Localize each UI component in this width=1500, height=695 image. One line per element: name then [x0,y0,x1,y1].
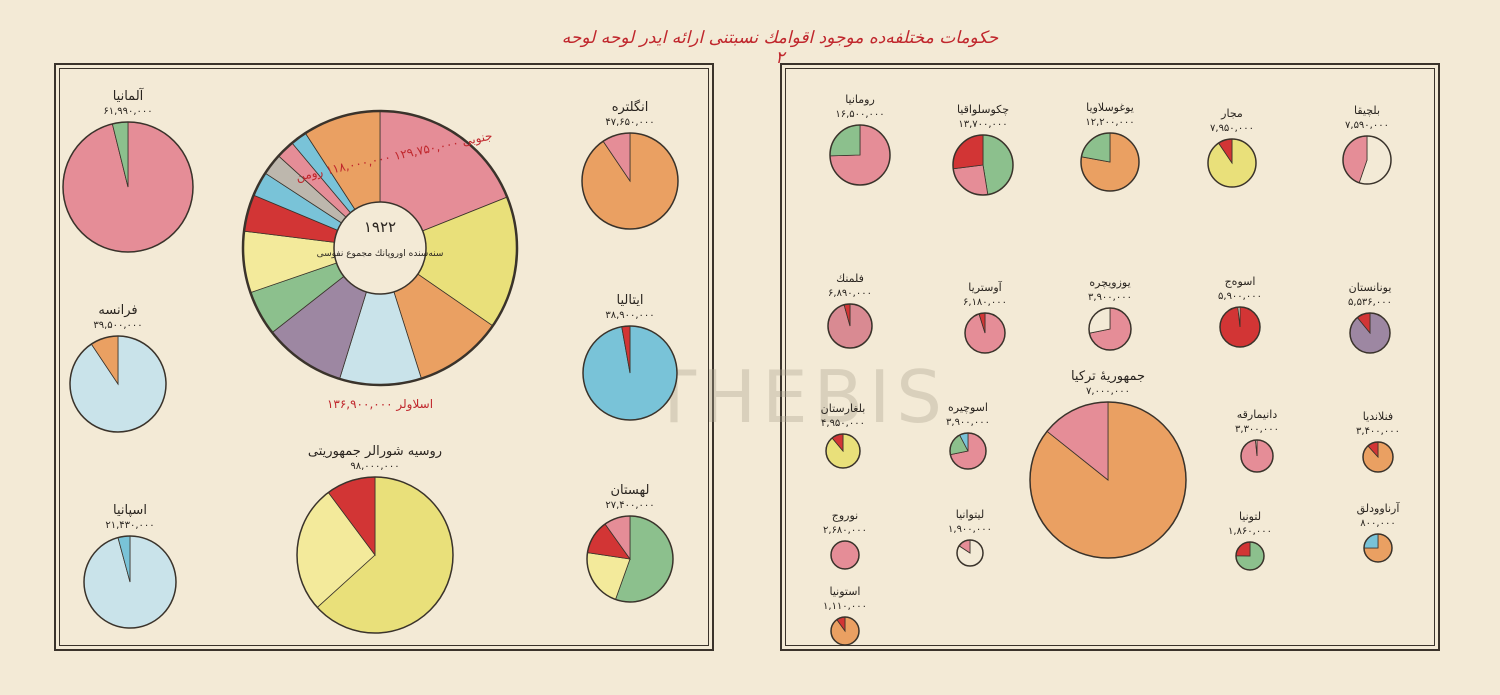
pie-total: ۳,۴۰۰,۰۰۰ [1356,426,1400,437]
pie-outline [69,335,167,433]
pie-title: یوغوسلاویا [1086,101,1134,114]
pie-title: آلمانیا [113,87,145,104]
pie-total: ۴,۹۵۰,۰۰۰ [821,418,865,429]
pie-total: ۱۶,۵۰۰,۰۰۰ [835,109,884,120]
center-year: ۱۹۲۲ [364,218,396,236]
pie-total: ۱,۱۱۰,۰۰۰ [823,601,867,612]
pie-title: لهستان [611,483,650,498]
pie-title: آرناوودلق [1357,501,1401,516]
pie-title: یوزویچره [1089,276,1130,289]
pie-outline [586,515,674,603]
pie-total: ۱,۹۰۰,۰۰۰ [948,524,992,535]
pie-total: ۳۸,۹۰۰,۰۰۰ [605,310,654,321]
pie-outline [827,303,873,349]
pie-total: ۷,۵۹۰,۰۰۰ [1345,120,1389,131]
pie-total: ۲۷,۴۰۰,۰۰۰ [605,500,654,511]
pie-total: ۲,۶۸۰,۰۰۰ [823,525,867,536]
pie-title: روسیه شورالر جمهوریتی [308,444,442,459]
center-caption: سنه‌سنده اوروپانك مجموع نفوسی [317,249,444,259]
pie-total: ۷,۹۵۰,۰۰۰ [1210,123,1254,134]
pie-outline [1088,307,1132,351]
pie-title: رومانیا [845,93,875,106]
pie-title: فرانسه [98,303,137,318]
pie-title: اسپانیا [113,503,147,518]
pie-title: فلمنك [836,272,864,285]
pie-total: ۸۰۰,۰۰۰ [1360,518,1395,529]
ring-bottom-label: اسلاولر ۱۳۶,۹۰۰,۰۰۰ [327,397,433,412]
pie-slice [1088,307,1111,334]
pie-total: ۹۸,۰۰۰,۰۰۰ [350,461,399,472]
pie-outline [1080,132,1140,192]
pie-title: جمهوریهٔ ترکیا [1071,369,1145,384]
pie-title: آوستریا [968,280,1002,294]
pie-title: فنلاندیا [1363,410,1393,423]
pie-title: بلغارستان [821,402,866,415]
pie-total: ۵,۵۳۶,۰۰۰ [1348,297,1392,308]
pie-slice [982,134,1014,196]
pie-outline [825,433,861,469]
pie-outline [830,616,860,646]
pie-total: ۷,۰۰۰,۰۰۰ [1086,386,1130,397]
watermark: THEBIS [652,355,948,439]
pie-outline [1349,312,1391,354]
pie-total: ۵,۹۰۰,۰۰۰ [1218,291,1262,302]
pie-outline [1240,439,1274,473]
pie-outline [949,432,987,470]
pie-title: دانیمارقه [1237,408,1278,421]
pie-slice [952,164,989,196]
pie-title: مجار [1220,107,1243,120]
page-title: حکومات مختلفه‌ده موجود اقوامك نسبتنی ارا… [561,28,999,68]
pie-total: ۳,۳۰۰,۰۰۰ [1235,424,1279,435]
pie-total: ۱۳,۷۰۰,۰۰۰ [958,119,1007,130]
pie-title: اسوچیره [948,401,988,414]
pie-outline [241,109,519,387]
pie-total: ۱۲,۲۰۰,۰۰۰ [1085,117,1134,128]
pie-title: نوروج [832,509,858,522]
pie-title: یونانستان [1349,281,1392,294]
pie-outline [1219,306,1261,348]
right-panel-frame [780,63,1440,651]
pie-outline [1362,441,1394,473]
pie-total: ۳,۹۰۰,۰۰۰ [1088,292,1132,303]
pie-title: لیتوانیا [956,508,984,521]
pie-outline [1029,401,1187,559]
center-disc [333,201,427,295]
pie-outline [956,539,984,567]
pie-title: استونیا [829,585,860,598]
pie-outline [581,132,679,230]
pie-outline [830,540,860,570]
pie-total: ۳۹,۵۰۰,۰۰۰ [93,320,142,331]
pie-total: ۳,۹۰۰,۰۰۰ [946,417,990,428]
pie-title: چکوسلواقیا [957,103,1009,116]
pie-outline [62,121,194,253]
pie-title: اسوه‌ج [1225,275,1256,288]
pie-total: ۴۷,۶۵۰,۰۰۰ [605,117,654,128]
pie-outline [964,312,1006,354]
pie-total: ۶,۸۹۰,۰۰۰ [828,288,872,299]
pie-outline [296,476,454,634]
pie-outline [1207,138,1257,188]
pie-outline [83,535,177,629]
pie-outline [1363,533,1393,563]
pie-outline [582,325,678,421]
pie-total: ۱,۸۶۰,۰۰۰ [1228,526,1272,537]
pie-total: ۶,۱۸۰,۰۰۰ [963,297,1007,308]
left-panel-frame [54,63,714,651]
pie-title: انگلتره [612,99,649,115]
pie-outline [1235,541,1265,571]
pie-outline [1342,135,1392,185]
pie-title: لتونیا [1239,510,1261,523]
pie-outline [952,134,1014,196]
pie-title: ایتالیا [617,293,644,308]
pie-outline [829,124,891,186]
pie-title: بلچیقا [1354,104,1380,117]
pie-total: ۶۱,۹۹۰,۰۰۰ [103,106,152,117]
pie-total: ۲۱,۴۳۰,۰۰۰ [105,520,154,531]
pie-slice [952,134,984,170]
